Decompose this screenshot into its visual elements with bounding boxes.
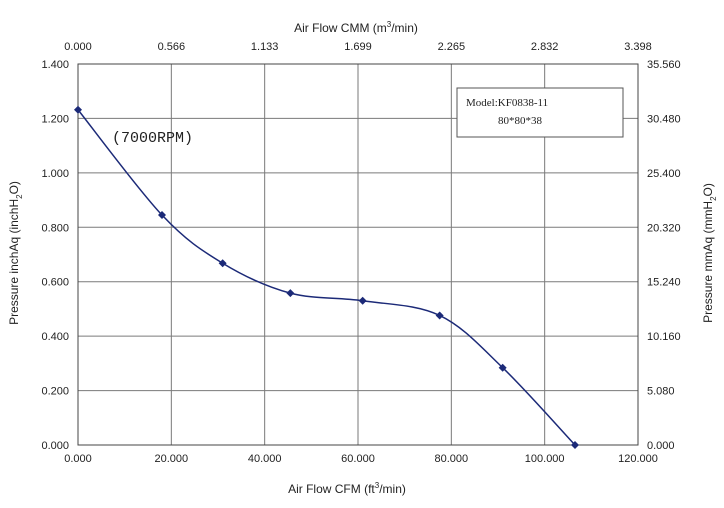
- y-left-tick-label: 1.200: [41, 113, 69, 125]
- y-left-tick-label: 0.600: [41, 277, 69, 289]
- y-right-ticks: 0.000 5.080 10.160 15.240 20.320 25.400 30.480…: [647, 59, 681, 452]
- x-top-ticks: 0.000 0.566 1.133 1.699 2.265 2.832 3.398: [64, 41, 652, 53]
- data-point-marker: [74, 105, 82, 114]
- y-left-tick-label: 0.000: [41, 440, 69, 452]
- x-top-tick-label: 1.133: [251, 41, 279, 53]
- x-top-tick-label: 0.566: [158, 41, 186, 53]
- y-left-ticks: 0.000 0.200 0.400 0.600 0.800 1.000 1.200 1.400: [41, 59, 69, 452]
- x-bottom-tick-label: 20.000: [155, 453, 189, 465]
- y-right-tick-label: 35.560: [647, 59, 681, 71]
- x-top-axis-title: Air Flow CMM (m3/min): [294, 20, 418, 35]
- series-line: [77, 109, 576, 446]
- x-bottom-axis-title: Air Flow CFM (ft3/min): [288, 481, 406, 496]
- y-left-axis-title: Pressure inchAq (inchH2O): [7, 181, 24, 325]
- model-info-box: [456, 87, 624, 138]
- y-right-tick-label: 0.000: [647, 440, 675, 452]
- x-top-tick-label: 2.265: [438, 41, 466, 53]
- y-right-tick-label: 10.160: [647, 331, 681, 343]
- model-name-label: Model:KF0838-11: [466, 97, 548, 109]
- x-top-tick-label: 1.699: [344, 41, 372, 53]
- data-point-marker: [358, 296, 367, 305]
- data-point-marker: [498, 363, 507, 372]
- y-left-tick-label: 0.800: [41, 222, 69, 234]
- y-right-tick-label: 25.400: [647, 168, 681, 180]
- data-point-marker: [435, 311, 444, 320]
- y-right-tick-label: 30.480: [647, 113, 681, 125]
- x-top-tick-label: 0.000: [64, 41, 92, 53]
- data-point-marker: [158, 211, 166, 220]
- y-right-axis-title: Pressure mmAq (mmH2O): [701, 183, 718, 323]
- x-top-tick-label: 3.398: [624, 41, 652, 53]
- x-bottom-tick-label: 0.000: [64, 453, 92, 465]
- y-left-tick-label: 1.400: [41, 59, 69, 71]
- x-bottom-tick-label: 40.000: [248, 453, 282, 465]
- x-bottom-ticks: 0.000 20.000 40.000 60.000 80.000 100.000 120.…: [64, 453, 658, 465]
- x-top-tick-label: 2.832: [531, 41, 559, 53]
- x-bottom-tick-label: 80.000: [435, 453, 469, 465]
- x-bottom-tick-label: 60.000: [341, 453, 375, 465]
- y-right-tick-label: 5.080: [647, 386, 675, 398]
- plot-frame: [77, 63, 639, 446]
- x-bottom-tick-label: 100.000: [525, 453, 565, 465]
- y-left-tick-label: 1.000: [41, 168, 69, 180]
- data-point-marker: [218, 259, 227, 268]
- model-size-label: 80*80*38: [498, 115, 543, 127]
- y-right-tick-label: 15.240: [647, 277, 681, 289]
- data-point-marker: [571, 441, 579, 449]
- series-group: [74, 105, 579, 449]
- data-point-marker: [286, 289, 295, 298]
- y-left-tick-label: 0.400: [41, 331, 69, 343]
- grid-lines: [78, 64, 638, 445]
- y-right-tick-label: 20.320: [647, 222, 681, 234]
- y-left-tick-label: 0.200: [41, 386, 69, 398]
- rpm-label: (7000RPM): [112, 130, 193, 147]
- x-bottom-tick-label: 120.000: [618, 453, 658, 465]
